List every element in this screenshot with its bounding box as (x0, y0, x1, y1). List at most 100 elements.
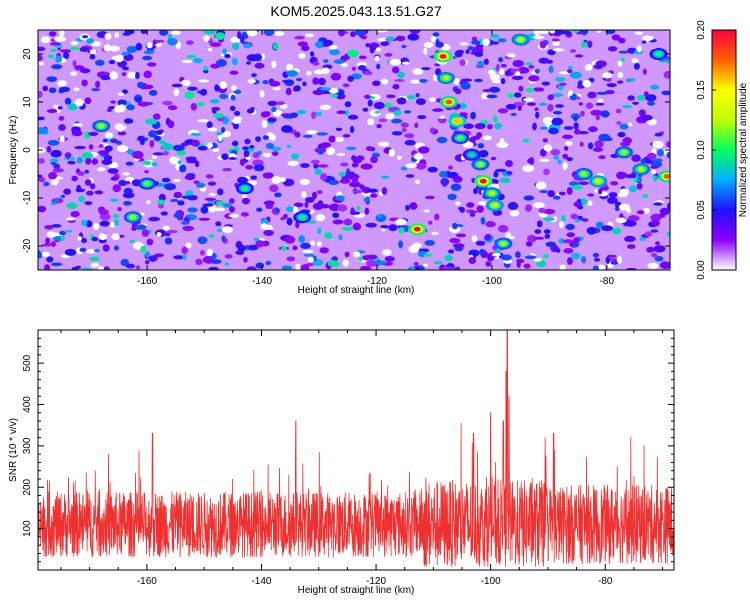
heatmap-cell (286, 70, 299, 77)
heatmap-cell (374, 110, 381, 114)
heatmap-cell (567, 257, 573, 265)
heatmap-cell (665, 141, 670, 148)
heatmap-cell (198, 79, 210, 83)
heatmap-cell (173, 191, 182, 199)
heatmap-cell (154, 135, 161, 142)
heatmap-cell (221, 226, 233, 234)
heatmap-cell (617, 131, 626, 138)
heatmap-cell (98, 233, 107, 241)
heatmap-cell (200, 206, 209, 214)
heatmap-cell (506, 171, 513, 175)
heatmap-cell (76, 156, 83, 164)
heatmap-cell (423, 253, 433, 257)
heatmap-cell (571, 252, 581, 260)
heatmap-cell (527, 234, 537, 243)
heatmap-cell (187, 86, 198, 91)
heatmap-cell (218, 134, 223, 142)
heatmap-cell (203, 69, 209, 74)
heatmap-cell (109, 71, 118, 80)
heatmap-cell (55, 55, 63, 63)
heatmap-cell (285, 87, 292, 96)
heatmap-cell (104, 32, 112, 40)
heatmap-cell (320, 142, 332, 148)
heatmap-cell (415, 93, 420, 98)
heatmap-cell (122, 172, 130, 176)
heatmap-cell (213, 207, 226, 212)
heatmap-cell (413, 262, 419, 266)
heatmap-cell (425, 195, 435, 200)
heatmap-cell (286, 256, 295, 262)
heatmap-cell (350, 31, 356, 38)
heatmap-cell (448, 249, 455, 254)
heatmap-cell (608, 192, 618, 198)
heatmap-cell (71, 130, 83, 137)
heatmap-cell (162, 100, 173, 106)
heatmap-peak (637, 166, 645, 172)
heatmap-cell (44, 225, 54, 230)
heatmap-cell (47, 139, 60, 146)
heatmap-cell (370, 156, 378, 164)
heatmap-cell (146, 42, 153, 49)
heatmap-cell (358, 65, 367, 71)
heatmap-cell (369, 47, 375, 54)
heatmap-cell (430, 127, 435, 134)
heatmap-cell (246, 108, 255, 114)
heatmap-cell (570, 213, 579, 220)
heatmap-cell (552, 40, 560, 47)
heatmap-cell (336, 152, 346, 156)
heatmap-cell (304, 201, 309, 208)
heatmap-cell (337, 204, 348, 212)
heatmap-cell (240, 36, 245, 44)
heatmap-cell (231, 85, 237, 91)
heatmap-cell (125, 161, 134, 166)
heatmap-cell (500, 78, 506, 85)
heatmap-cell (194, 160, 200, 168)
heatmap-cell (380, 78, 389, 85)
heatmap-cell (449, 238, 461, 244)
heatmap-cell (179, 164, 187, 173)
heatmap-cell (351, 73, 362, 80)
heatmap-cell (143, 50, 155, 54)
heatmap-cell (485, 261, 492, 267)
heatmap-cell (459, 59, 466, 66)
colorbar-tick-label: 0.15 (696, 80, 707, 100)
heatmap-cell (195, 182, 206, 188)
heatmap-cell (344, 251, 350, 258)
heatmap-cell (616, 121, 622, 125)
heatmap-cell (312, 61, 320, 66)
heatmap-cell (45, 237, 50, 245)
heatmap-cell (44, 264, 51, 270)
heatmap-cell (47, 54, 55, 59)
colorbar-tick-label: 0.20 (696, 20, 707, 40)
heatmap-cell (651, 253, 658, 258)
heatmap-cell (335, 195, 345, 201)
heatmap-cell (140, 30, 148, 34)
heatmap-cell (532, 35, 545, 40)
heatmap-cell (232, 42, 240, 50)
heatmap-cell (229, 70, 239, 75)
heatmap-cell (539, 190, 548, 194)
heatmap-cell (74, 98, 84, 107)
heatmap-cell (559, 264, 566, 270)
heatmap-cell (630, 78, 636, 82)
snr-y-tick-label: 100 (22, 520, 33, 537)
heatmap-cell (624, 220, 637, 227)
heatmap-cell (528, 75, 540, 82)
heatmap-cell (106, 108, 113, 113)
heatmap-cell (617, 60, 623, 67)
heatmap-cell (124, 30, 135, 35)
heatmap-cell (216, 200, 226, 206)
heatmap-cell (164, 232, 171, 237)
heatmap-cell (458, 102, 467, 110)
heatmap-cell (46, 145, 52, 153)
heatmap-cell (282, 79, 293, 83)
heatmap-cell (423, 209, 431, 213)
heatmap-cell (148, 216, 161, 222)
heatmap-cell (605, 137, 613, 142)
heatmap-cell (471, 135, 481, 140)
heatmap-cell (574, 54, 584, 58)
heatmap-cell (182, 254, 187, 261)
heatmap-cell (650, 84, 660, 90)
heatmap-cell (208, 192, 216, 197)
